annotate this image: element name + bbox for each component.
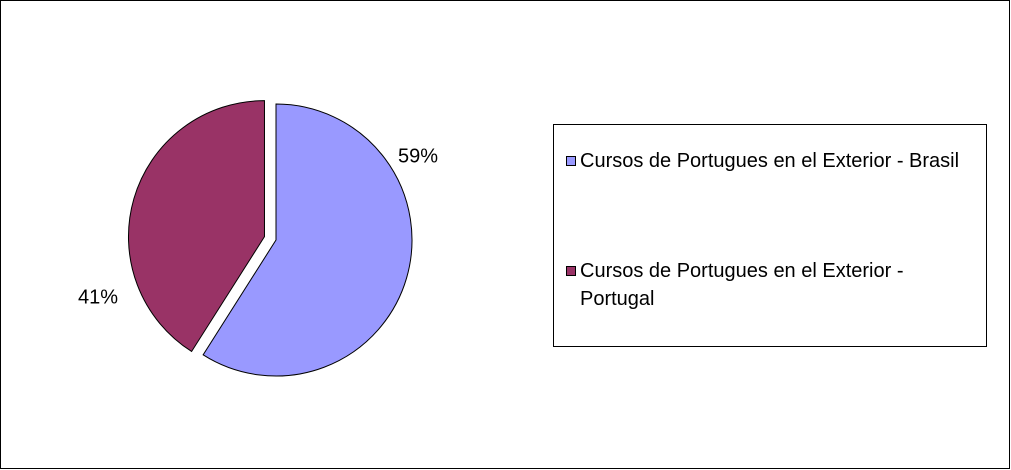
pie-slice bbox=[128, 100, 265, 353]
legend-swatch bbox=[566, 266, 576, 276]
legend-swatch bbox=[566, 156, 576, 166]
legend-label: Cursos de Portugues en el Exterior - Por… bbox=[580, 260, 904, 310]
data-label: 41% bbox=[78, 286, 118, 308]
data-label: 59% bbox=[398, 145, 438, 167]
legend-label: Cursos de Portugues en el Exterior - Bra… bbox=[580, 150, 960, 172]
pie-slice bbox=[202, 103, 413, 377]
legend: Cursos de Portugues en el Exterior - Bra… bbox=[553, 124, 987, 347]
